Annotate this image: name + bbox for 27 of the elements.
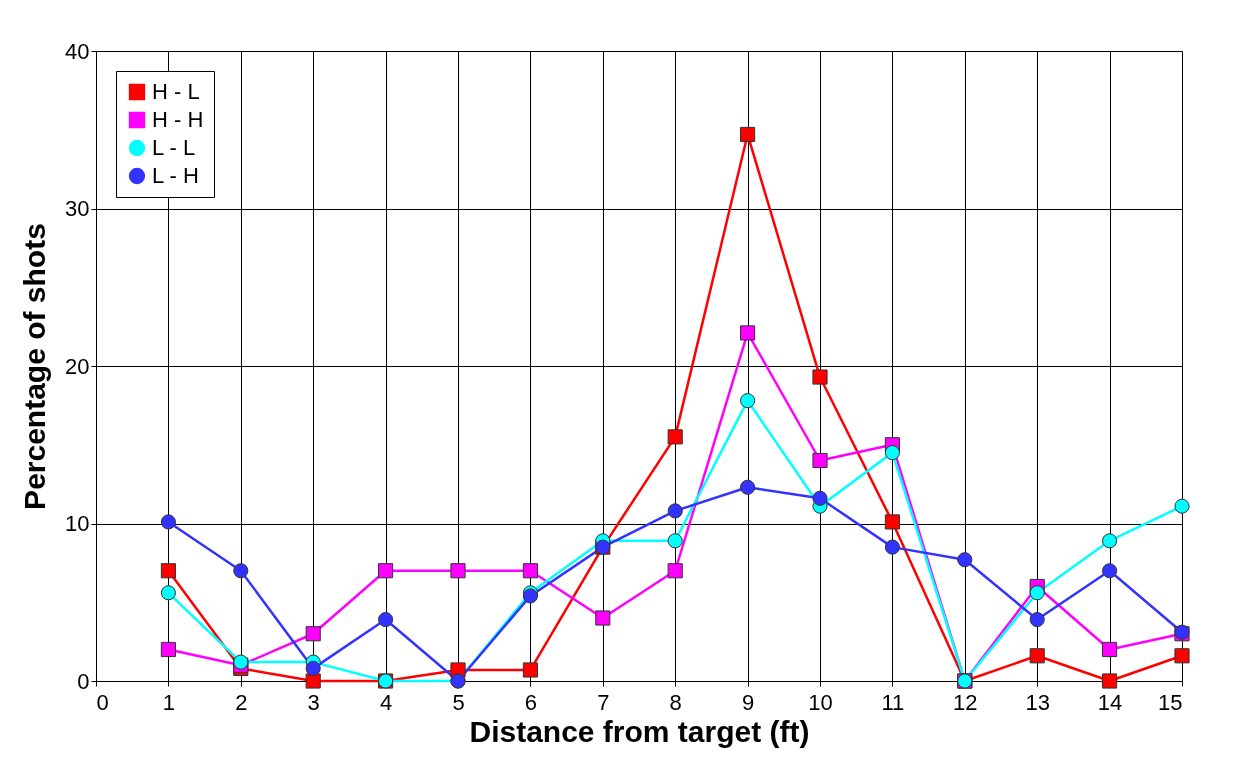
x-tick-label: 15 [1158,689,1183,715]
legend-label: L - H [152,163,199,188]
x-axis-title: Distance from target (ft) [469,714,810,748]
x-tick-label: 14 [1097,689,1123,715]
y-tick-label: 30 [65,196,90,221]
x-tick-label: 1 [162,689,176,715]
x-tick-label: 12 [953,689,978,715]
x-tick-label: 10 [808,689,833,715]
x-tick-label: 11 [881,689,905,715]
x-tick-label: 0 [96,689,109,715]
legend-label: L - L [152,135,196,160]
y-axis-title: Percentage of shots [18,223,52,510]
y-tick-label: 40 [65,38,90,64]
y-tick-label: 20 [65,353,90,379]
x-tick-label: 7 [597,689,610,715]
x-tick-label: 3 [307,689,320,715]
x-tick-label: 8 [669,689,682,715]
x-tick-label: 13 [1025,689,1050,715]
x-tick-label: 5 [452,689,465,715]
x-tick-label: 9 [741,689,755,715]
x-tick-label: 4 [379,689,393,715]
legend-label: H - H [152,107,204,132]
legend-label: H - L [152,79,200,104]
x-tick-label: 2 [235,689,248,715]
y-tick-label: 0 [77,668,90,694]
y-tick-label: 10 [65,511,90,536]
x-tick-label: 6 [524,689,538,715]
